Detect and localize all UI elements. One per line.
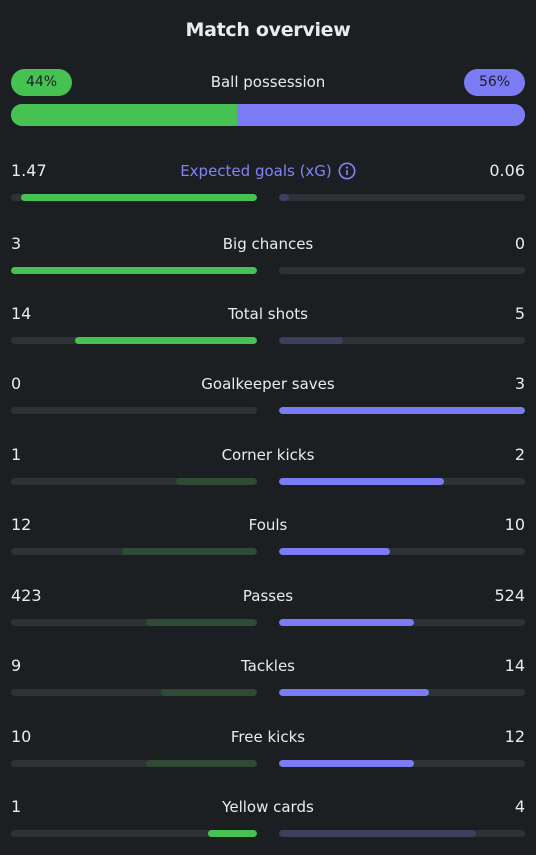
home-bar-fill xyxy=(175,478,257,485)
away-value: 3 xyxy=(514,374,525,393)
info-icon[interactable] xyxy=(338,162,356,180)
away-possession-badge: 56% xyxy=(464,69,525,96)
home-bar-track xyxy=(11,689,257,696)
possession-bar-away xyxy=(237,104,525,126)
home-bar-fill xyxy=(74,337,257,344)
stat-row-passes: 423 Passes 524 xyxy=(11,585,525,635)
possession-label: Ball possession xyxy=(210,73,326,91)
home-bar-track xyxy=(11,548,257,555)
page-title: Match overview xyxy=(185,19,351,41)
away-bar-track xyxy=(279,267,525,274)
away-bar-fill xyxy=(279,548,390,555)
home-bar-fill xyxy=(20,194,257,201)
away-bar-fill xyxy=(279,337,343,344)
home-bar-track xyxy=(11,619,257,626)
home-bar-fill xyxy=(146,760,257,767)
stat-label[interactable]: Expected goals (xG) xyxy=(11,160,525,182)
stat-label: Fouls xyxy=(248,516,288,534)
stat-row-total-shots: 14 Total shots 5 xyxy=(11,303,525,353)
away-value: 2 xyxy=(514,445,525,464)
possession-bar xyxy=(11,104,525,126)
away-value: 12 xyxy=(504,727,525,746)
away-bar-track xyxy=(279,548,525,555)
away-value: 524 xyxy=(494,586,525,605)
away-bar-track xyxy=(279,830,525,837)
away-value: 14 xyxy=(504,656,525,675)
home-bar-fill xyxy=(161,689,257,696)
away-bar-track xyxy=(279,337,525,344)
away-bar-fill xyxy=(279,760,415,767)
home-value: 12 xyxy=(11,515,32,534)
away-value: 10 xyxy=(504,515,525,534)
home-bar-track xyxy=(11,267,257,274)
home-bar-fill xyxy=(11,267,257,274)
home-value: 0 xyxy=(11,374,22,393)
stat-label: Tackles xyxy=(240,657,296,675)
away-value: 0.06 xyxy=(489,161,525,180)
away-bar-fill xyxy=(279,830,476,837)
home-bar-track xyxy=(11,478,257,485)
stat-row-expected-goals: 1.47 Expected goals (xG) 0.06 xyxy=(11,160,525,210)
away-bar-track xyxy=(279,619,525,626)
stat-row-corner-kicks: 1 Corner kicks 2 xyxy=(11,444,525,494)
possession-bar-home xyxy=(11,104,238,126)
stat-label: Big chances xyxy=(222,235,314,253)
away-bar-track xyxy=(279,194,525,201)
away-bar-fill xyxy=(279,407,525,414)
home-value: 1.47 xyxy=(11,161,47,180)
stat-label: Yellow cards xyxy=(222,798,314,816)
away-bar-track xyxy=(279,407,525,414)
home-bar-fill xyxy=(121,548,257,555)
away-bar-fill xyxy=(279,619,415,626)
stat-label: Passes xyxy=(242,587,294,605)
home-value: 9 xyxy=(11,656,22,675)
home-possession-badge: 44% xyxy=(11,69,72,96)
stat-row-tackles: 9 Tackles 14 xyxy=(11,655,525,705)
stat-row-goalkeeper-saves: 0 Goalkeeper saves 3 xyxy=(11,373,525,423)
stat-label-text: Expected goals (xG) xyxy=(180,162,332,180)
home-bar-fill xyxy=(146,619,257,626)
home-bar-track xyxy=(11,194,257,201)
away-bar-track xyxy=(279,760,525,767)
home-bar-track xyxy=(11,760,257,767)
stat-label: Corner kicks xyxy=(221,446,315,464)
home-value: 10 xyxy=(11,727,32,746)
stat-row-fouls: 12 Fouls 10 xyxy=(11,514,525,564)
away-bar-fill xyxy=(279,478,444,485)
stat-label: Goalkeeper saves xyxy=(201,375,335,393)
stat-label: Total shots xyxy=(228,305,308,323)
home-bar-track xyxy=(11,337,257,344)
away-value: 4 xyxy=(514,797,525,816)
stat-row-free-kicks: 10 Free kicks 12 xyxy=(11,726,525,776)
stat-row-big-chances: 3 Big chances 0 xyxy=(11,233,525,283)
home-bar-track xyxy=(11,830,257,837)
home-value: 3 xyxy=(11,234,22,253)
away-value: 0 xyxy=(514,234,525,253)
stat-row-yellow-cards: 1 Yellow cards 4 xyxy=(11,796,525,846)
away-value: 5 xyxy=(514,304,525,323)
stat-label: Free kicks xyxy=(230,728,306,746)
away-bar-track xyxy=(279,689,525,696)
away-bar-fill xyxy=(279,194,289,201)
home-value: 423 xyxy=(11,586,42,605)
away-bar-track xyxy=(279,478,525,485)
home-bar-fill xyxy=(207,830,257,837)
home-value: 1 xyxy=(11,445,22,464)
home-value: 1 xyxy=(11,797,22,816)
home-value: 14 xyxy=(11,304,32,323)
home-bar-track xyxy=(11,407,257,414)
possession-header: 44% Ball possession 56% xyxy=(11,69,525,96)
away-bar-fill xyxy=(279,689,430,696)
